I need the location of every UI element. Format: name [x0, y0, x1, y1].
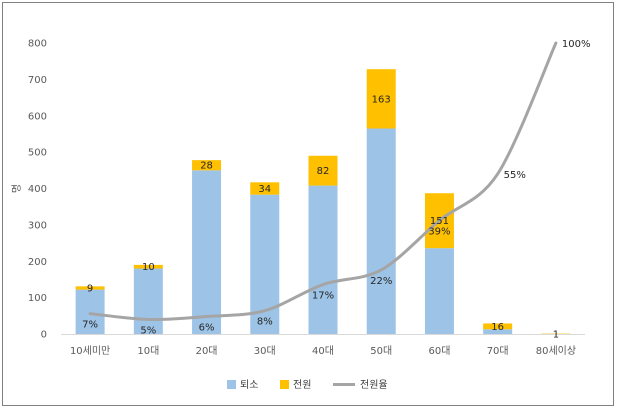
- y-axis-label: 명: [11, 184, 23, 193]
- bar-전원: [483, 323, 513, 330]
- bar-퇴소: [192, 170, 222, 334]
- y-tick-label: 300: [28, 220, 47, 231]
- x-tick-label: 40대: [312, 345, 334, 357]
- x-tick-label: 60대: [428, 345, 450, 357]
- y-tick-label: 700: [28, 75, 47, 86]
- data-label-전원율: 22%: [370, 276, 392, 287]
- data-label-전원율: 7%: [82, 320, 98, 331]
- x-tick-label: 50대: [370, 345, 392, 357]
- legend-label-전원율: 전원율: [360, 379, 388, 391]
- bar-퇴소: [308, 185, 338, 334]
- y-tick-label: 100: [28, 293, 47, 304]
- legend-swatch-전원: [280, 380, 289, 389]
- data-label-전원율: 8%: [257, 317, 273, 328]
- x-tick-label: 80세이상: [536, 345, 576, 357]
- bar-전원: [75, 286, 105, 290]
- data-label-전원율: 6%: [199, 323, 215, 334]
- data-label-전원: 16: [491, 322, 504, 333]
- y-tick-label: 400: [28, 184, 47, 195]
- data-label-전원: 1: [553, 329, 559, 340]
- x-tick-label: 30대: [254, 345, 276, 357]
- bar-전원: [308, 155, 338, 186]
- data-label-전원율: 100%: [562, 39, 591, 50]
- bar-퇴소: [75, 289, 105, 334]
- bar-전원: [250, 182, 280, 195]
- bar-퇴소: [366, 128, 396, 334]
- y-tick-label: 600: [28, 111, 47, 122]
- x-tick-label: 20대: [196, 345, 218, 357]
- legend-label-퇴소: 퇴소: [240, 379, 258, 391]
- bar-퇴소: [424, 248, 454, 334]
- legend-label-전원: 전원: [293, 379, 311, 391]
- x-tick-label: 70대: [487, 345, 509, 357]
- data-label-전원: 10: [142, 262, 155, 273]
- data-label-전원: 34: [258, 184, 271, 195]
- data-label-전원: 9: [87, 283, 93, 294]
- data-label-전원율: 5%: [140, 325, 156, 336]
- y-tick-label: 800: [28, 39, 47, 50]
- y-tick-label: 200: [28, 257, 47, 268]
- bar-퇴소: [133, 268, 163, 334]
- data-label-전원율: 39%: [428, 227, 450, 238]
- bar-전원: [192, 160, 222, 171]
- data-label-전원: 163: [372, 94, 391, 105]
- data-label-전원: 82: [317, 166, 330, 177]
- bar-전원: [133, 264, 163, 269]
- line-전원율: [88, 41, 558, 322]
- data-label-전원율: 17%: [312, 291, 334, 302]
- chart: 0 100 200 300 400 500 600 700 800 명 10세미만 10대 20대 30대…: [11, 39, 591, 392]
- y-tick-label: 0: [41, 330, 47, 341]
- x-tick-label: 10대: [137, 345, 159, 357]
- data-label-전원: 28: [200, 161, 213, 172]
- bar-퇴소: [483, 329, 513, 334]
- legend-swatch-퇴소: [227, 380, 236, 389]
- data-label-전원: 151: [430, 216, 449, 227]
- x-tick-label: 10세미만: [70, 345, 110, 357]
- chart-frame: 0 100 200 300 400 500 600 700 800 명 10세미만 10대 20대 30대…: [2, 2, 614, 406]
- y-tick-label: 500: [28, 148, 47, 159]
- bar-전원: [366, 69, 396, 129]
- data-label-전원율: 55%: [504, 170, 526, 181]
